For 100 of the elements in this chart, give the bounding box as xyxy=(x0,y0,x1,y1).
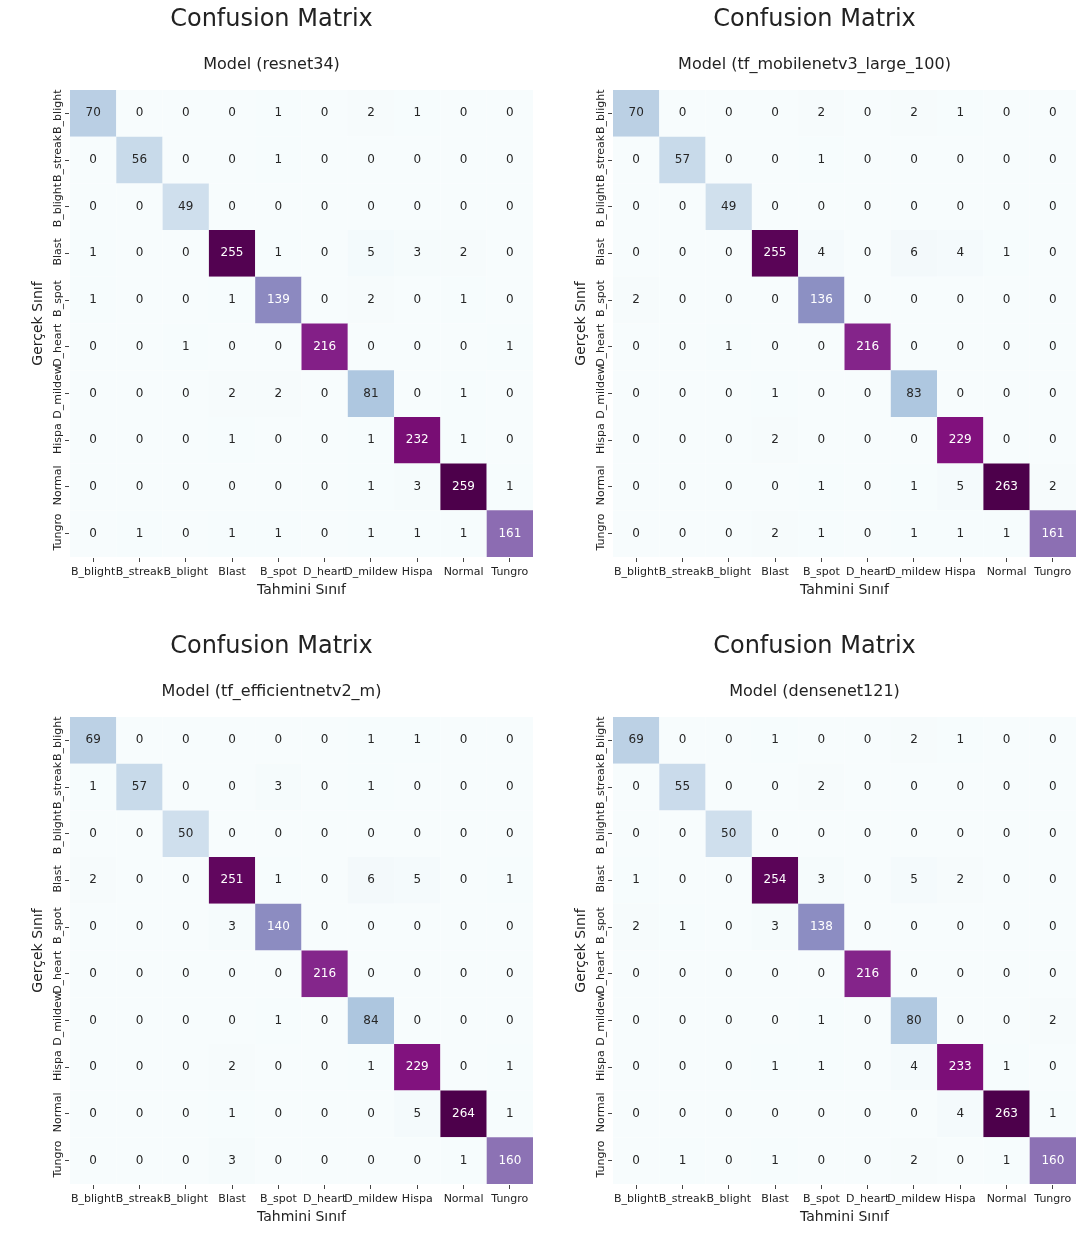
data-label: 0 xyxy=(367,198,375,213)
data-label: 2 xyxy=(910,1152,918,1167)
data-label: 0 xyxy=(678,1012,687,1027)
data-label: 0 xyxy=(724,1152,733,1167)
data-label: 0 xyxy=(181,919,190,934)
data-label: 0 xyxy=(367,919,375,934)
data-label: 2 xyxy=(910,732,918,747)
data-label: 5 xyxy=(956,478,965,493)
data-label: 50 xyxy=(721,825,737,840)
y-axis-title: Gerçek Sınıf xyxy=(572,907,589,993)
data-label: 0 xyxy=(506,105,514,120)
data-label: 0 xyxy=(135,105,144,120)
data-label: 0 xyxy=(367,825,375,840)
data-label: 0 xyxy=(724,292,733,307)
data-label: 0 xyxy=(181,292,190,307)
y-tick-label: D_mildew xyxy=(50,365,64,419)
data-label: 3 xyxy=(228,1152,236,1167)
data-label: 0 xyxy=(506,432,514,447)
data-label: 0 xyxy=(320,779,329,794)
data-label: 0 xyxy=(678,478,687,493)
data-label: 0 xyxy=(320,1105,329,1120)
data-label: 1 xyxy=(89,292,97,307)
data-label: 161 xyxy=(498,525,522,540)
y-tick-label: B_spot xyxy=(50,279,64,317)
data-label: 1 xyxy=(181,338,190,353)
chart-title: Confusion Matrix xyxy=(170,4,373,33)
data-label: 0 xyxy=(910,919,918,934)
data-label: 0 xyxy=(863,105,872,120)
data-label: 0 xyxy=(506,965,514,980)
data-label: 0 xyxy=(135,872,144,887)
data-label: 0 xyxy=(320,478,329,493)
data-label: 0 xyxy=(89,919,97,934)
data-label: 2 xyxy=(367,105,375,120)
data-label: 0 xyxy=(1002,432,1011,447)
data-label: 0 xyxy=(135,1105,144,1120)
data-label: 0 xyxy=(956,965,965,980)
data-label: 0 xyxy=(228,152,236,167)
data-label: 0 xyxy=(771,105,779,120)
data-label: 0 xyxy=(459,338,468,353)
data-label: 259 xyxy=(452,478,475,493)
x-tick-label: B_blight xyxy=(163,565,209,579)
data-label: 0 xyxy=(632,779,640,794)
data-label: 1 xyxy=(367,732,375,747)
data-label: 0 xyxy=(274,338,283,353)
x-tick-label: D_mildew xyxy=(887,565,941,579)
data-label: 0 xyxy=(1049,432,1057,447)
data-label: 0 xyxy=(506,779,514,794)
data-label: 0 xyxy=(413,338,422,353)
data-label: 0 xyxy=(181,1152,190,1167)
data-label: 0 xyxy=(1049,292,1057,307)
data-label: 49 xyxy=(721,198,737,213)
data-label: 0 xyxy=(89,525,97,540)
data-label: 0 xyxy=(320,198,329,213)
data-label: 0 xyxy=(1002,338,1011,353)
y-tick-label: B_streak xyxy=(50,134,64,183)
data-label: 0 xyxy=(459,779,468,794)
data-label: 0 xyxy=(135,1012,144,1027)
data-label: 255 xyxy=(763,245,787,260)
data-label: 1 xyxy=(274,525,283,540)
data-label: 0 xyxy=(771,292,779,307)
data-label: 0 xyxy=(910,432,918,447)
data-label: 0 xyxy=(632,385,640,400)
x-tick-label: Tungro xyxy=(1033,565,1072,579)
data-label: 0 xyxy=(135,385,144,400)
data-label: 0 xyxy=(1049,1059,1057,1074)
data-label: 0 xyxy=(771,338,779,353)
data-label: 0 xyxy=(956,779,965,794)
data-label: 1 xyxy=(956,525,965,540)
data-label: 0 xyxy=(367,965,375,980)
data-label: 254 xyxy=(763,872,787,887)
data-label: 1 xyxy=(817,152,826,167)
y-tick-label: Blast xyxy=(50,864,64,893)
data-label: 0 xyxy=(89,198,97,213)
data-label: 0 xyxy=(459,825,468,840)
data-label: 4 xyxy=(817,245,826,260)
data-label: 1 xyxy=(678,1152,687,1167)
data-label: 0 xyxy=(771,1105,779,1120)
data-label: 0 xyxy=(1049,779,1057,794)
data-label: 1 xyxy=(1002,1152,1011,1167)
y-tick-label: B_blight xyxy=(50,182,64,228)
x-tick-label: B_spot xyxy=(259,565,298,579)
data-label: 0 xyxy=(910,1105,918,1120)
data-label: 0 xyxy=(1049,105,1057,120)
y-tick-label: B_blight xyxy=(593,809,607,855)
data-label: 2 xyxy=(228,385,236,400)
data-label: 0 xyxy=(632,245,640,260)
x-tick-label: Blast xyxy=(218,565,247,579)
data-label: 0 xyxy=(771,965,779,980)
data-label: 0 xyxy=(228,105,236,120)
data-label: 0 xyxy=(413,152,422,167)
y-tick-label: D_heart xyxy=(50,322,64,367)
data-label: 0 xyxy=(320,732,329,747)
x-axis-title: Tahmini Sınıf xyxy=(799,1207,891,1224)
x-tick-label: D_mildew xyxy=(344,565,398,579)
y-tick-label: B_streak xyxy=(593,134,607,183)
data-label: 0 xyxy=(181,965,190,980)
data-label: 0 xyxy=(724,385,733,400)
data-label: 0 xyxy=(228,198,236,213)
data-label: 1 xyxy=(274,152,283,167)
data-label: 0 xyxy=(863,779,872,794)
